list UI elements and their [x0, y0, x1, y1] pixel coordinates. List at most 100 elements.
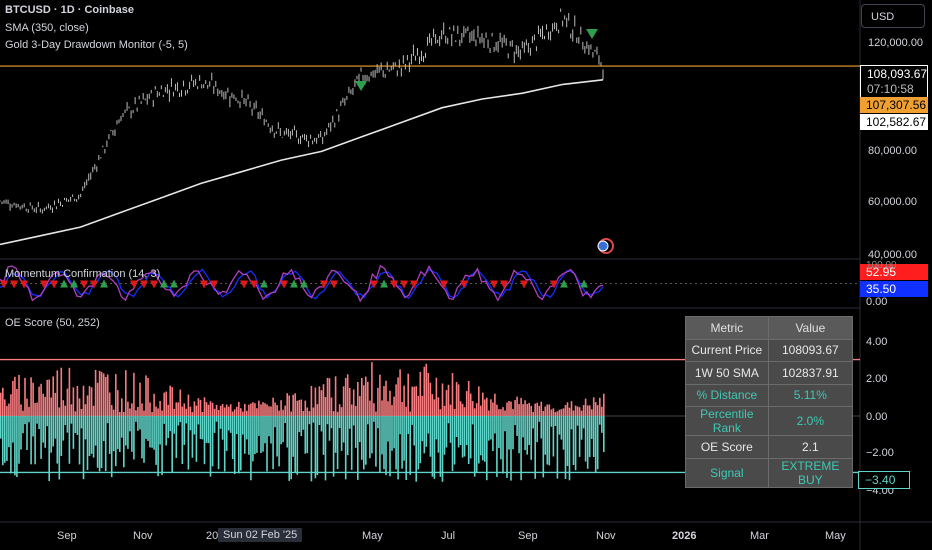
oe-negative-bar: [157, 416, 159, 477]
oe-positive-bar: [92, 405, 95, 416]
oe-negative-bar: [187, 416, 190, 470]
countdown-tag: 07:10:58: [860, 81, 928, 98]
oe-positive-bar: [14, 376, 16, 416]
oe-positive-bar: [399, 369, 401, 416]
oe-negative-bar: [209, 416, 212, 477]
oe-legend[interactable]: OE Score (50, 252): [5, 317, 100, 329]
oe-positive-bar: [270, 406, 272, 416]
oe-negative-bar: [34, 416, 36, 465]
oe-positive-bar: [298, 399, 301, 416]
oe-negative-bar: [342, 416, 345, 443]
oe-negative-bar: [379, 416, 381, 473]
oe-negative-bar: [94, 416, 97, 446]
oe-positive-bar: [143, 410, 145, 416]
oe-positive-bar: [211, 402, 214, 416]
oe-negative-bar: [570, 416, 573, 430]
oe-negative-bar: [211, 416, 214, 467]
gold-legend[interactable]: Gold 3-Day Drawdown Monitor (-5, 5): [5, 39, 188, 51]
flag-icon: [597, 240, 609, 252]
oe-positive-bar: [516, 396, 518, 416]
oe-positive-bar: [102, 373, 105, 416]
oe-positive-bar: [451, 373, 454, 416]
oe-negative-bar: [544, 416, 547, 455]
oe-positive-bar: [233, 409, 236, 416]
oe-negative-bar: [572, 416, 575, 465]
oe-positive-bar: [98, 370, 101, 416]
oe-negative-bar: [369, 416, 371, 459]
oe-negative-bar: [322, 416, 325, 455]
oe-negative-bar: [554, 416, 557, 426]
oe-negative-bar: [292, 416, 294, 457]
table-cell-metric: % Distance: [685, 383, 769, 407]
oe-negative-bar: [484, 416, 486, 462]
oe-negative-bar: [185, 416, 188, 424]
oe-negative-bar: [344, 416, 347, 480]
oe-negative-bar: [294, 416, 296, 473]
oe-negative-bar: [399, 416, 401, 435]
momentum-legend[interactable]: Momentum Confirmation (14, 3): [5, 268, 161, 280]
oe-positive-bar: [463, 407, 466, 416]
oe-negative-bar: [338, 416, 341, 429]
oe-positive-bar: [421, 395, 424, 416]
oe-negative-bar: [193, 416, 196, 435]
oe-positive-bar: [429, 382, 432, 416]
oe-positive-bar: [457, 384, 460, 416]
oe-negative-bar: [480, 416, 482, 456]
table-cell-metric: 1W 50 SMA: [685, 361, 769, 385]
oe-positive-bar: [6, 405, 8, 416]
price-tick-120k: 120,000.00: [868, 37, 924, 49]
oe-negative-bar: [66, 416, 69, 433]
oe-negative-bar: [60, 416, 63, 456]
oe-positive-bar: [552, 408, 555, 416]
oe-positive-bar: [296, 400, 299, 416]
oe-tick-0: 0.00: [866, 411, 888, 423]
oe-negative-bar: [395, 416, 397, 470]
oe-positive-bar: [82, 385, 85, 416]
oe-negative-bar: [320, 416, 323, 432]
oe-positive-bar: [135, 410, 137, 416]
momentum-sell-triangle: [210, 280, 218, 289]
oe-negative-bar: [197, 416, 200, 425]
oe-positive-bar: [2, 387, 4, 416]
sma-legend[interactable]: SMA (350, close): [5, 22, 89, 34]
oe-positive-bar: [258, 400, 260, 416]
oe-negative-bar: [449, 416, 452, 443]
oe-negative-bar: [381, 416, 383, 455]
oe-positive-bar: [215, 404, 218, 416]
oe-positive-bar: [213, 408, 216, 416]
oe-positive-bar: [369, 400, 371, 416]
oe-negative-bar: [90, 416, 93, 454]
oe-negative-bar: [119, 416, 121, 452]
time-label: Nov: [596, 530, 616, 542]
oe-positive-bar: [580, 410, 583, 416]
oe-positive-bar: [514, 400, 516, 416]
oe-negative-bar: [560, 416, 563, 440]
time-label: Sep: [57, 530, 77, 542]
oe-negative-bar: [488, 416, 490, 441]
oe-positive-bar: [165, 391, 167, 416]
oe-positive-bar: [590, 409, 593, 416]
oe-negative-bar: [385, 416, 387, 476]
oe-positive-bar: [127, 401, 129, 416]
oe-negative-bar: [354, 416, 357, 448]
oe-positive-bar: [437, 397, 440, 416]
oe-positive-bar: [282, 409, 284, 416]
oe-negative-bar: [68, 416, 71, 464]
oe-negative-bar: [201, 416, 204, 440]
oe-negative-bar: [407, 416, 409, 434]
oe-positive-bar: [133, 372, 135, 416]
oe-positive-bar: [548, 404, 551, 416]
oe-positive-bar: [229, 404, 232, 416]
oe-negative-bar: [453, 416, 456, 465]
oe-negative-bar: [469, 416, 472, 459]
oe-negative-bar: [181, 416, 184, 464]
oe-positive-bar: [508, 401, 510, 416]
oe-positive-bar: [203, 397, 206, 416]
oe-negative-bar: [153, 416, 155, 450]
oe-positive-bar: [36, 402, 38, 416]
oe-negative-bar: [365, 416, 367, 465]
oe-negative-bar: [478, 416, 480, 464]
currency-button[interactable]: USD: [861, 4, 925, 28]
oe-positive-bar: [145, 375, 147, 416]
oe-positive-bar: [110, 405, 113, 416]
